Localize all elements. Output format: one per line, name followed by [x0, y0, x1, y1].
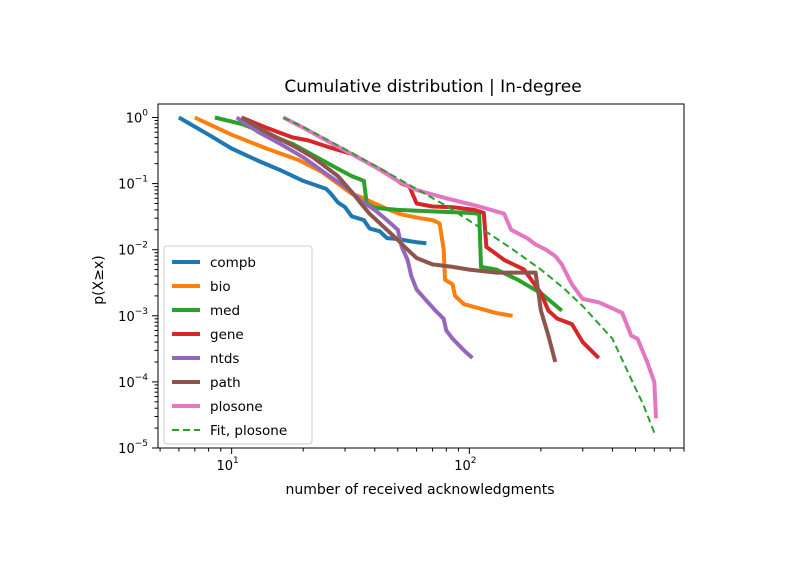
legend-label-ntds: ntds	[210, 351, 239, 367]
y-tick-label: 10−2	[118, 241, 148, 259]
legend-label-med: med	[210, 303, 240, 319]
legend-label-bio: bio	[210, 279, 231, 295]
legend-label-path: path	[210, 375, 241, 391]
series-line-bio	[193, 115, 513, 318]
y-axis-label: p(X≥x)	[91, 255, 107, 304]
series-line-path	[240, 115, 558, 363]
series-line-ntds	[235, 115, 474, 360]
x-axis: 101 102	[159, 448, 685, 474]
series-line-plosone	[282, 115, 658, 419]
y-axis: 100 10−1 10−2 10−3 10−4 10−5	[118, 108, 158, 457]
y-tick-label: 10−4	[118, 373, 148, 391]
chart-title: Cumulative distribution | In-degree	[284, 77, 581, 97]
legend-label-fit-plosone: Fit, plosone	[210, 423, 287, 439]
legend-label-plosone: plosone	[210, 399, 263, 415]
y-tick-label: 100	[126, 108, 149, 126]
series-line-fit-plosone	[282, 116, 656, 434]
legend-box	[163, 245, 313, 445]
y-tick-label: 10−1	[118, 175, 148, 193]
series-line-gene	[240, 115, 601, 360]
y-tick-label: 10−5	[118, 439, 148, 457]
y-tick-label: 10−3	[118, 307, 148, 325]
x-axis-label: number of received acknowledgments	[286, 482, 555, 498]
legend-label-gene: gene	[210, 327, 244, 343]
plot-area	[177, 115, 658, 434]
x-tick-label: 102	[454, 456, 476, 474]
legend-label-compb: compb	[210, 255, 256, 271]
x-tick-label: 101	[216, 456, 238, 474]
legend: compb bio med gene ntds path plosone Fit, ploso…	[163, 245, 313, 445]
